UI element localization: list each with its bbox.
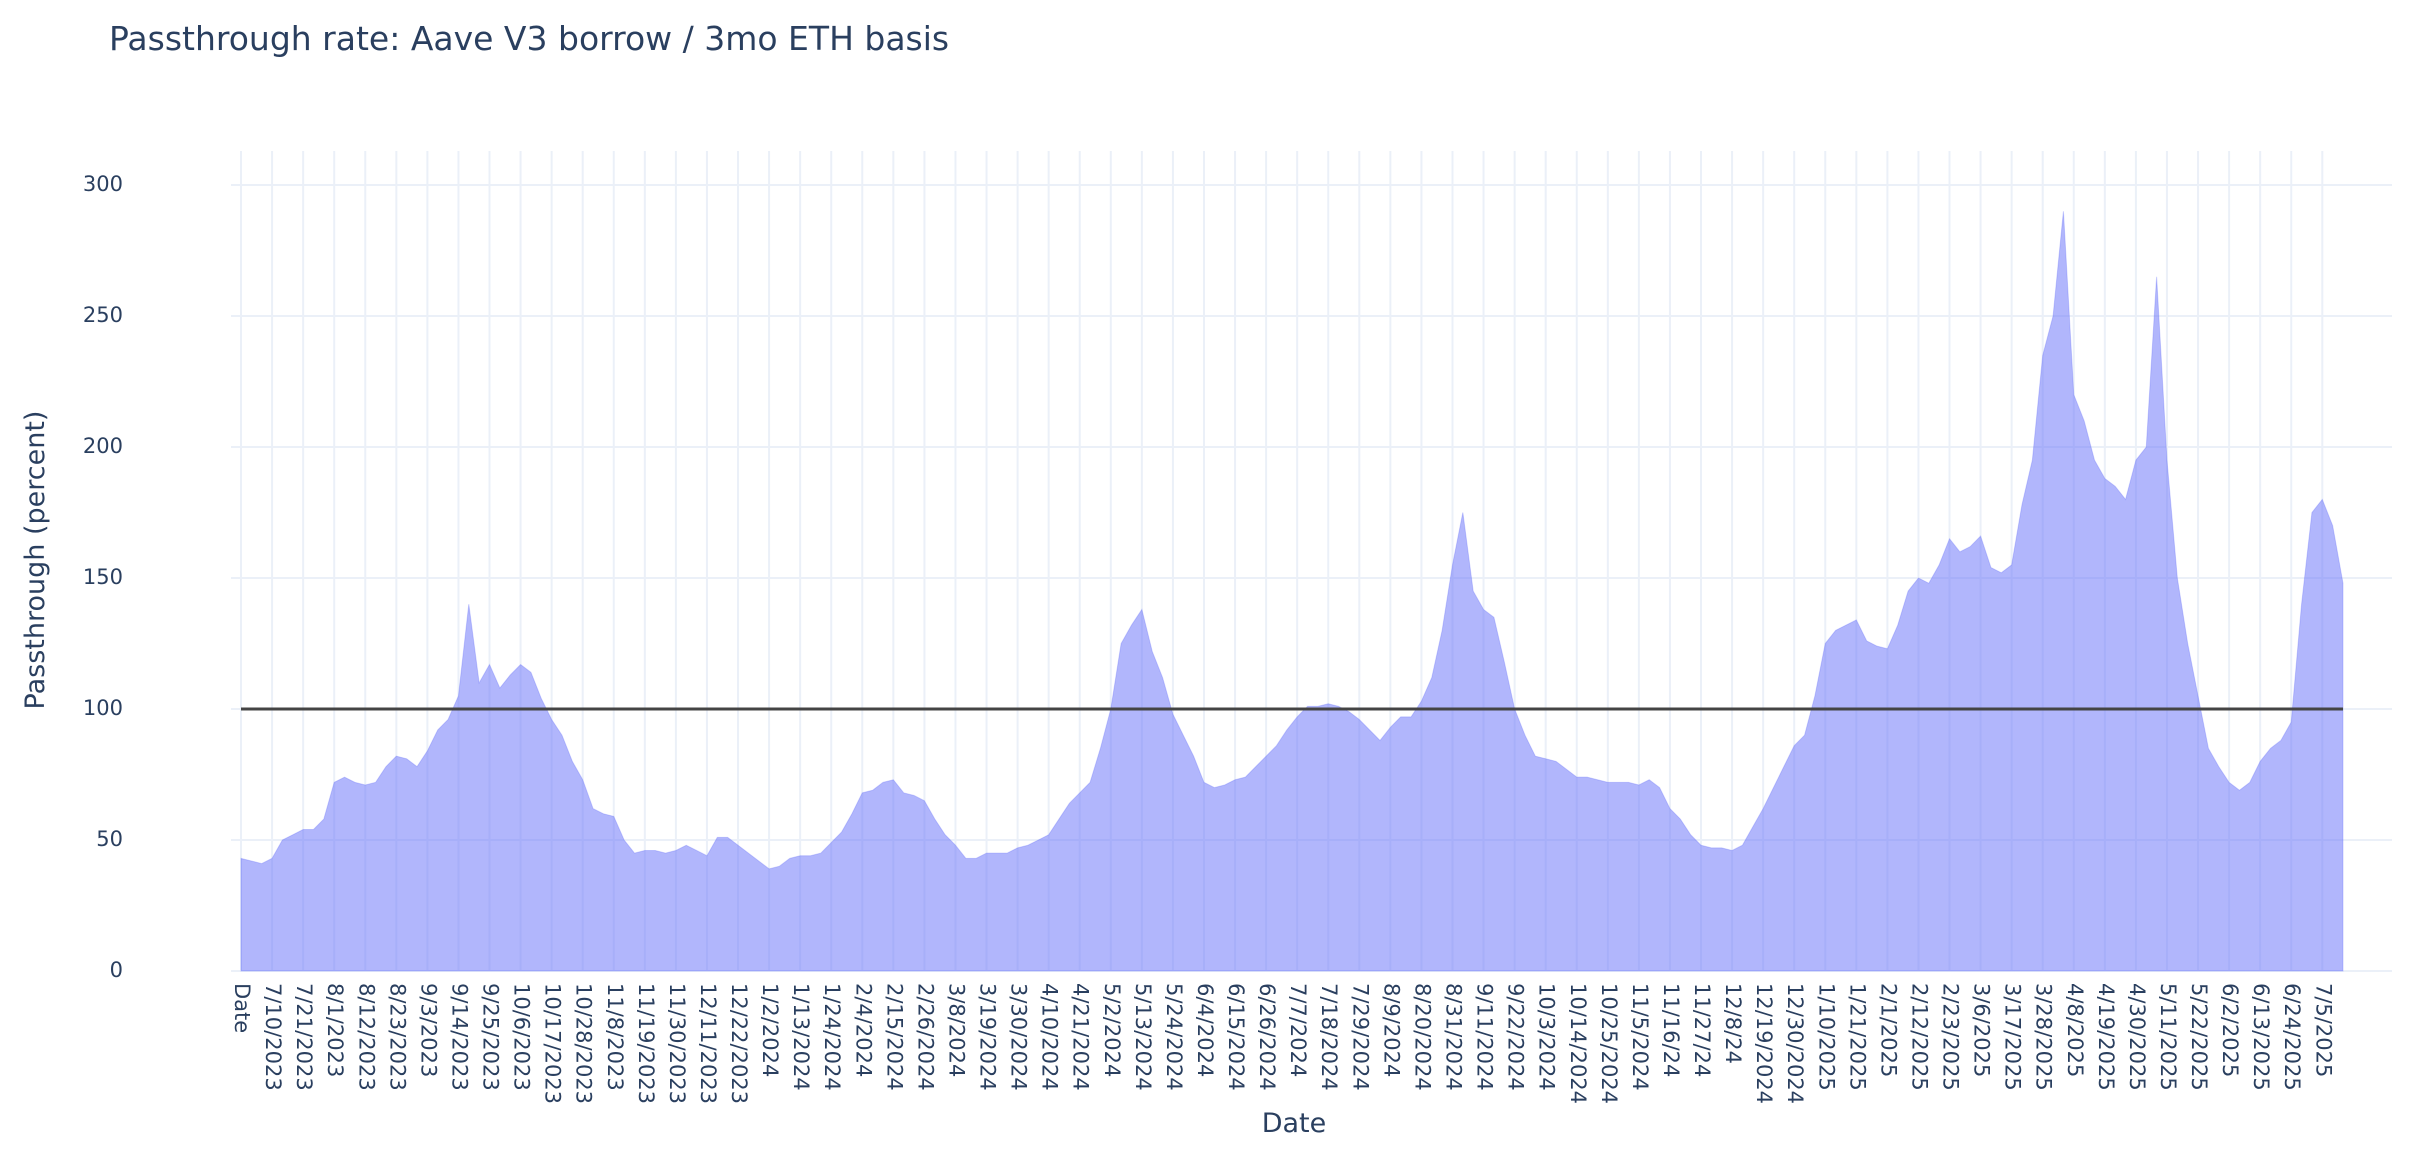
area [240, 211, 2344, 972]
x-tick-label: 8/23/2023 [385, 983, 409, 1091]
x-tick-label: 8/31/2024 [1441, 983, 1465, 1091]
y-tick-label: 0 [110, 958, 123, 982]
x-tick-label: 3/30/2024 [1007, 983, 1031, 1091]
x-tick-label: 10/28/2023 [572, 983, 596, 1104]
x-tick-label: 6/24/2025 [2280, 983, 2304, 1091]
y-tick-label: 150 [83, 565, 123, 589]
x-tick-label: 8/20/2024 [1410, 983, 1434, 1091]
y-tick-label: 50 [96, 827, 123, 851]
x-tick-label: 2/26/2024 [913, 983, 937, 1091]
x-tick-label: 4/10/2024 [1038, 983, 1062, 1091]
x-axis-title: Date [1262, 1108, 1327, 1139]
x-tick-label: 11/30/2023 [665, 983, 689, 1104]
x-tick-label: 8/9/2024 [1379, 983, 1403, 1077]
x-tick-label: 6/15/2024 [1224, 983, 1248, 1091]
x-tick-label: 1/13/2024 [789, 983, 813, 1091]
x-tick-label: 9/11/2024 [1473, 983, 1497, 1091]
x-tick-label: 12/22/2023 [727, 983, 751, 1104]
x-tick-label: 8/1/2023 [323, 983, 347, 1077]
x-tick-label: 2/23/2025 [1939, 983, 1963, 1091]
y-axis-title: Passthrough (percent) [20, 411, 51, 710]
x-tick-label: 9/25/2023 [479, 983, 503, 1091]
x-tick-label: 11/16/24 [1659, 983, 1683, 1077]
y-tick-label: 100 [83, 696, 123, 720]
chart-title: Passthrough rate: Aave V3 borrow / 3mo E… [109, 19, 949, 58]
x-tick-label: 5/24/2024 [1162, 983, 1186, 1091]
x-tick-label: 10/14/2024 [1566, 983, 1590, 1104]
x-tick-label: 6/2/2025 [2218, 983, 2242, 1077]
x-tick-label: 4/30/2025 [2125, 983, 2149, 1091]
x-tick-label: 3/28/2025 [2032, 983, 2056, 1091]
x-tick-label: 3/8/2024 [944, 983, 968, 1077]
x-tick-label: 1/24/2024 [820, 983, 844, 1091]
x-tick-label: 7/18/2024 [1317, 983, 1341, 1091]
x-tick-label: 3/19/2024 [976, 983, 1000, 1091]
x-tick-label: 7/21/2023 [292, 983, 316, 1091]
y-tick-label: 200 [83, 434, 123, 458]
x-tick-label: 1/10/2025 [1814, 983, 1838, 1091]
x-tick-label: 4/8/2025 [2063, 983, 2087, 1077]
x-tick-label: 4/19/2025 [2094, 983, 2118, 1091]
x-tick-label: 10/3/2024 [1535, 983, 1559, 1091]
x-tick-label: 6/4/2024 [1193, 983, 1217, 1077]
y-tick-label: 250 [83, 303, 123, 327]
x-tick-label: 12/30/2024 [1783, 983, 1807, 1104]
x-tick-label: 2/4/2024 [851, 983, 875, 1077]
x-tick-label: 5/22/2025 [2187, 983, 2211, 1091]
x-tick-label: 11/19/2023 [634, 983, 658, 1104]
x-tick-label: 8/12/2023 [354, 983, 378, 1091]
x-tick-label: 9/22/2024 [1504, 983, 1528, 1091]
x-tick-label: Date [230, 983, 254, 1033]
x-tick-label: 2/1/2025 [1876, 983, 1900, 1077]
x-tick-label: 11/8/2023 [603, 983, 627, 1091]
x-tick-label: 5/13/2024 [1131, 983, 1155, 1091]
x-tick-label: 6/13/2025 [2249, 983, 2273, 1091]
x-tick-label: 4/21/2024 [1069, 983, 1093, 1091]
x-tick-label: 5/11/2025 [2156, 983, 2180, 1091]
x-tick-label: 12/19/2024 [1752, 983, 1776, 1104]
x-tick-label: 7/5/2025 [2311, 983, 2335, 1077]
x-tick-label: 12/8/24 [1721, 983, 1745, 1064]
x-tick-label: 11/27/24 [1690, 983, 1714, 1077]
x-tick-label: 7/7/2024 [1286, 983, 1310, 1077]
x-tick-label: 7/29/2024 [1348, 983, 1372, 1091]
x-tick-label: 5/2/2024 [1100, 983, 1124, 1077]
x-tick-label: 6/26/2024 [1255, 983, 1279, 1091]
x-tick-label: 9/3/2023 [416, 983, 440, 1077]
x-tick-label: 12/11/2023 [696, 983, 720, 1104]
x-tick-label: 3/17/2025 [2001, 983, 2025, 1091]
x-tick-label: 1/2/2024 [758, 983, 782, 1077]
x-tick-label: 3/6/2025 [1970, 983, 1994, 1077]
x-tick-label: 10/25/2024 [1597, 983, 1621, 1104]
x-tick-label: 2/15/2024 [882, 983, 906, 1091]
x-tick-label: 10/6/2023 [510, 983, 534, 1091]
x-tick-label: 1/21/2025 [1845, 983, 1869, 1091]
x-tick-label: 9/14/2023 [447, 983, 471, 1091]
x-tick-label: 2/12/2025 [1907, 983, 1931, 1091]
x-tick-label: 7/10/2023 [261, 983, 285, 1091]
x-tick-label: 11/5/2024 [1628, 983, 1652, 1091]
x-tick-label: 10/17/2023 [541, 983, 565, 1104]
y-tick-label: 300 [83, 172, 123, 196]
